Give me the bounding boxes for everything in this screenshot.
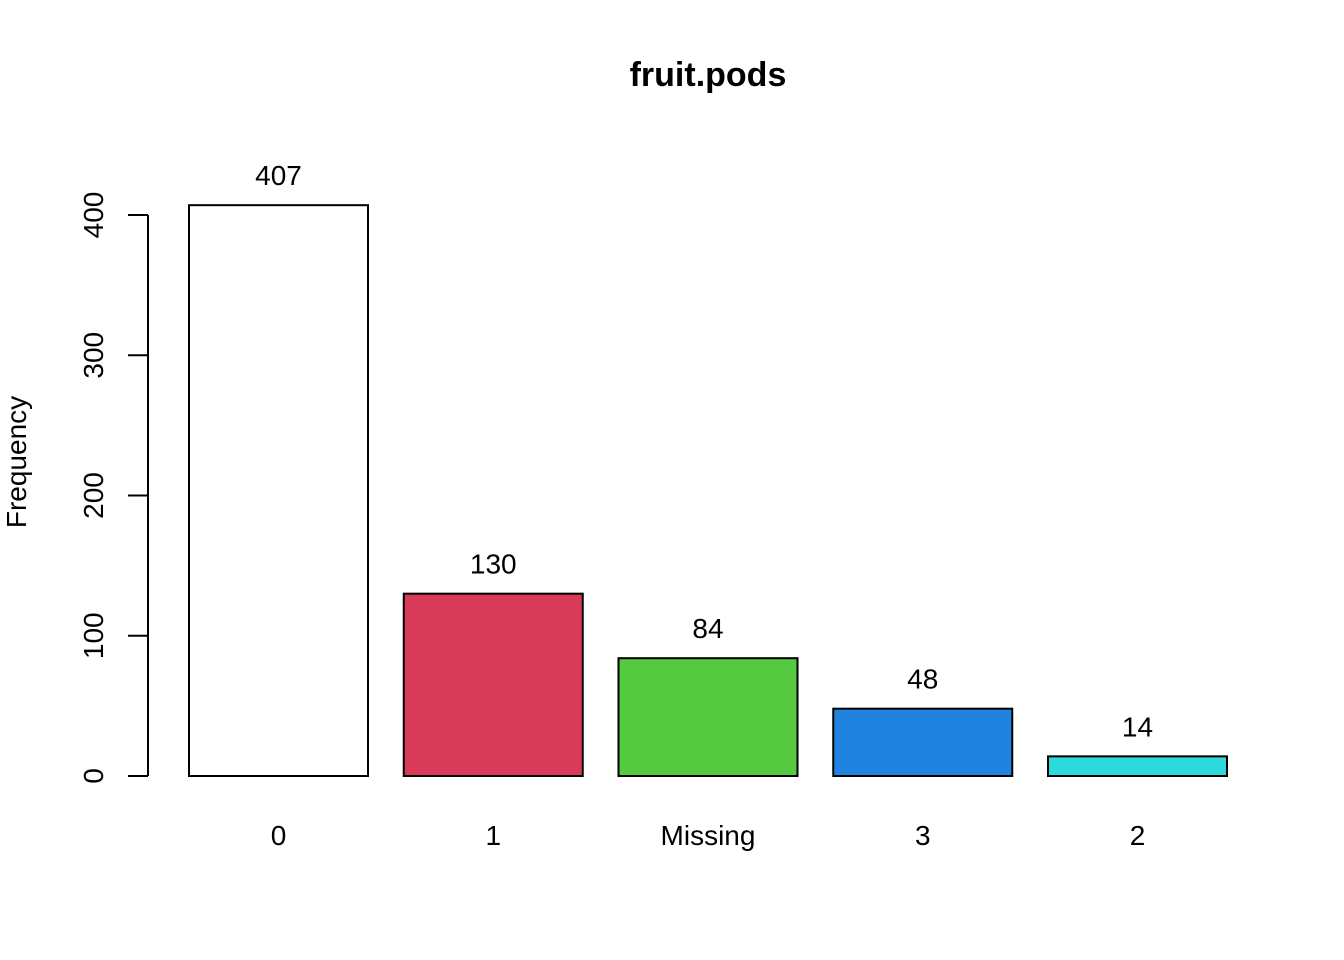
bar-value-label: 14 (1122, 711, 1153, 742)
bar-value-label: 48 (907, 664, 938, 695)
chart-title: fruit.pods (630, 56, 787, 94)
bar (188, 204, 369, 777)
y-tick-label: 300 (78, 332, 109, 379)
bar-value-label: 84 (692, 613, 723, 644)
y-tick-label: 400 (78, 192, 109, 239)
y-tick-label: 100 (78, 612, 109, 659)
category-label: 1 (485, 820, 501, 851)
y-axis-label: Frequency (1, 396, 32, 528)
category-label: 0 (271, 820, 287, 851)
bar-value-label: 407 (255, 160, 302, 191)
data-labels-group: 407 130 84 48 14 (255, 160, 1153, 742)
category-label: Missing (661, 820, 756, 851)
category-label: 3 (915, 820, 931, 851)
category-label: 2 (1130, 820, 1146, 851)
bars-group (188, 204, 1228, 777)
y-tick-label: 0 (78, 768, 109, 784)
y-axis: 0 100 200 300 400 (78, 192, 149, 784)
category-labels-group: 0 1 Missing 3 2 (271, 820, 1146, 851)
bar-value-label: 130 (470, 549, 517, 580)
bar (832, 707, 1014, 777)
y-tick-label: 200 (78, 472, 109, 519)
bar (1047, 755, 1228, 777)
bar (402, 592, 584, 777)
bar (617, 657, 799, 777)
